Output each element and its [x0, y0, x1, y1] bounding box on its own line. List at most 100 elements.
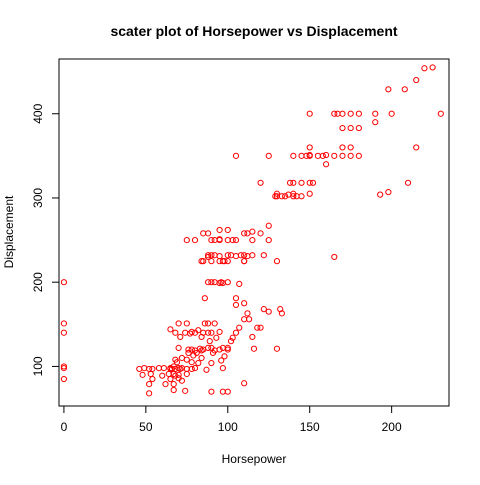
- x-tick-label: 50: [139, 420, 153, 434]
- data-point: [183, 236, 190, 244]
- data-point: [273, 345, 281, 352]
- data-point: [306, 151, 313, 159]
- data-point: [244, 310, 251, 317]
- data-point: [260, 306, 267, 313]
- data-point: [178, 377, 185, 384]
- data-point: [178, 354, 185, 362]
- data-point: [372, 119, 379, 126]
- data-point: [60, 375, 68, 383]
- data-point: [224, 226, 231, 234]
- data-point: [219, 388, 226, 395]
- data-point: [178, 364, 185, 372]
- data-point: [229, 236, 236, 244]
- data-point: [254, 324, 261, 331]
- data-point: [224, 252, 231, 259]
- data-point: [323, 161, 330, 168]
- data-point: [213, 334, 220, 341]
- data-point: [200, 230, 207, 237]
- data-point: [200, 346, 207, 353]
- data-point: [236, 324, 243, 331]
- data-point: [298, 193, 305, 200]
- data-point: [347, 152, 354, 159]
- data-point: [347, 110, 354, 117]
- data-point: [211, 236, 218, 244]
- data-point: [224, 279, 231, 286]
- data-point: [170, 386, 177, 394]
- data-point: [303, 152, 310, 159]
- data-point: [249, 252, 256, 259]
- data-point: [205, 279, 212, 286]
- data-point: [257, 230, 264, 237]
- data-point: [188, 359, 195, 366]
- data-point: [147, 370, 154, 378]
- data-point: [175, 371, 182, 378]
- data-point: [232, 301, 240, 309]
- chart-title: scater plot of Horsepower vs Displacemen…: [110, 23, 397, 39]
- data-point: [160, 364, 167, 372]
- data-point: [437, 110, 444, 117]
- data-point: [205, 329, 212, 336]
- data-point: [245, 316, 253, 323]
- data-point: [290, 179, 297, 186]
- data-point: [250, 345, 258, 352]
- data-point: [211, 279, 218, 286]
- data-point: [188, 346, 195, 353]
- data-point: [167, 326, 174, 333]
- data-point: [208, 236, 215, 244]
- data-point: [162, 381, 169, 388]
- data-point: [249, 236, 256, 244]
- data-point: [195, 359, 202, 367]
- data-point: [236, 280, 243, 287]
- data-point: [208, 388, 215, 395]
- data-point: [265, 222, 272, 229]
- data-point: [429, 64, 436, 71]
- data-point: [172, 329, 179, 336]
- data-point: [421, 65, 428, 72]
- data-point: [170, 381, 177, 388]
- data-point: [221, 353, 228, 360]
- data-point: [218, 357, 225, 364]
- data-point: [216, 252, 223, 260]
- data-point: [185, 349, 192, 357]
- data-point: [208, 252, 215, 259]
- data-point: [286, 179, 294, 186]
- data-point: [139, 371, 146, 378]
- y-axis: 100 200 300 400: [31, 103, 60, 376]
- x-tick-label: 0: [61, 420, 68, 434]
- data-point: [136, 365, 143, 373]
- data-point: [191, 364, 199, 372]
- y-axis-label: Displacement: [2, 195, 16, 268]
- data-point: [385, 188, 392, 196]
- data-point: [273, 190, 281, 197]
- data-point: [241, 230, 248, 237]
- data-point: [175, 320, 182, 327]
- data-point: [227, 252, 235, 259]
- data-point: [208, 359, 215, 367]
- data-point: [146, 381, 153, 388]
- data-point: [278, 193, 285, 200]
- x-axis-label: Horsepower: [222, 452, 287, 466]
- data-point: [141, 364, 148, 372]
- data-point: [372, 110, 379, 117]
- data-point: [60, 320, 68, 327]
- data-point: [377, 191, 384, 198]
- data-point: [347, 144, 354, 151]
- data-point: [196, 345, 204, 352]
- data-point: [60, 279, 68, 286]
- data-point: [309, 179, 317, 186]
- data-point: [232, 252, 240, 260]
- data-point: [173, 359, 181, 366]
- data-point: [323, 151, 330, 159]
- x-axis: 0 50 100 150 200: [61, 405, 402, 434]
- x-tick-label: 150: [300, 420, 320, 434]
- data-point: [257, 324, 264, 331]
- y-tick-label: 100: [31, 356, 45, 376]
- data-point: [273, 258, 281, 265]
- y-tick-label: 400: [31, 103, 45, 123]
- data-point: [182, 387, 189, 394]
- data-point: [201, 295, 208, 302]
- data-point: [177, 333, 184, 341]
- data-point: [188, 328, 195, 335]
